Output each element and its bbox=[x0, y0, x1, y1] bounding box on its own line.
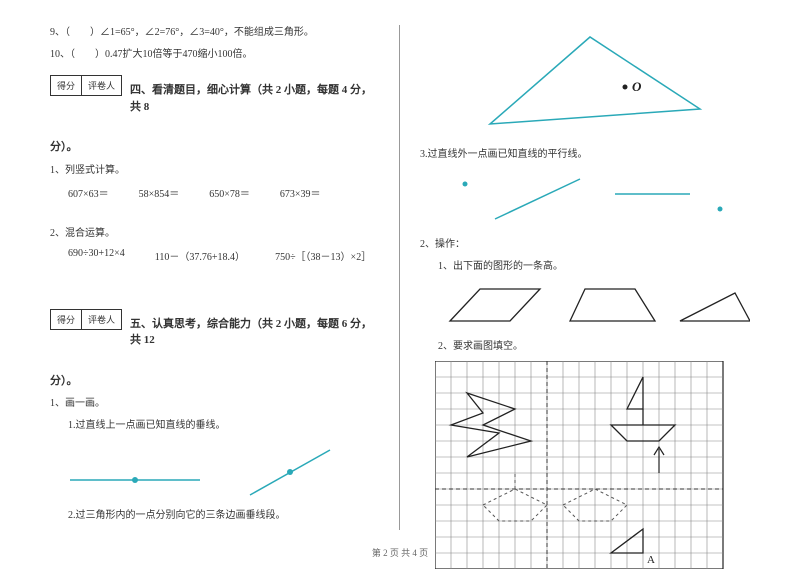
s2: 2、操作： bbox=[420, 237, 750, 252]
triangle-o-figure: O bbox=[440, 29, 740, 139]
calc-1c: 650×78＝ bbox=[209, 185, 250, 200]
column-divider bbox=[399, 25, 400, 530]
score-label-2: 得分 bbox=[51, 310, 82, 329]
left-column: 9、（ ）∠1=65°，∠2=76°，∠3=40°，不能组成三角形。 10、（ … bbox=[50, 25, 379, 530]
calc-row-1: 607×63＝ 58×854＝ 650×78＝ 673×39＝ bbox=[50, 185, 379, 200]
calc-1b: 58×854＝ bbox=[139, 185, 180, 200]
section-4-title: 四、看清题目，细心计算（共 2 小题，每题 4 分，共 8 bbox=[130, 84, 372, 113]
s4-1: 1、列竖式计算。 bbox=[50, 163, 379, 178]
parallel-figure bbox=[420, 169, 740, 229]
calc-2a: 690÷30+12×4 bbox=[68, 248, 125, 263]
s5-1-1: 1.过直线上一点画已知直线的垂线。 bbox=[50, 418, 379, 433]
calc-row-2: 690÷30+12×4 110－（37.76+18.4） 750÷［（38－13… bbox=[50, 248, 379, 263]
q3: 3.过直线外一点画已知直线的平行线。 bbox=[420, 147, 750, 162]
label-o: O bbox=[632, 79, 642, 94]
question-10: 10、（ ）0.47扩大10倍等于470缩小100倍。 bbox=[50, 47, 379, 62]
grader-label-2: 评卷人 bbox=[82, 310, 121, 329]
section-4-tail: 分）。 bbox=[50, 141, 78, 153]
section-5-title: 五、认真思考，综合能力（共 2 小题，每题 6 分，共 12 bbox=[130, 318, 372, 347]
s5-1-2: 2.过三角形内的一点分别向它的三条边画垂线段。 bbox=[50, 508, 379, 523]
calc-2c: 750÷［（38－13）×2］ bbox=[275, 248, 371, 263]
question-9: 9、（ ）∠1=65°，∠2=76°，∠3=40°，不能组成三角形。 bbox=[50, 25, 379, 40]
score-box-1: 得分 评卷人 bbox=[50, 75, 122, 96]
calc-2b: 110－（37.76+18.4） bbox=[155, 248, 245, 263]
s5-1: 1、画一画。 bbox=[50, 396, 379, 411]
page-footer: 第 2 页 共 4 页 bbox=[0, 546, 800, 559]
calc-1a: 607×63＝ bbox=[68, 185, 109, 200]
grader-label: 评卷人 bbox=[82, 76, 121, 95]
shapes-row bbox=[430, 281, 750, 331]
right-column: O 3.过直线外一点画已知直线的平行线。 2、操作： 1、出下面的图形的一条高。… bbox=[420, 25, 750, 530]
grid-figure: A bbox=[435, 361, 735, 569]
s4-2: 2、混合运算。 bbox=[50, 226, 379, 241]
perpendicular-figure bbox=[50, 440, 350, 500]
section-5-tail: 分）。 bbox=[50, 375, 78, 387]
s2-1: 1、出下面的图形的一条高。 bbox=[420, 259, 750, 274]
score-box-2: 得分 评卷人 bbox=[50, 309, 122, 330]
calc-1d: 673×39＝ bbox=[280, 185, 321, 200]
s2-2: 2、要求画图填空。 bbox=[420, 339, 750, 354]
score-label: 得分 bbox=[51, 76, 82, 95]
